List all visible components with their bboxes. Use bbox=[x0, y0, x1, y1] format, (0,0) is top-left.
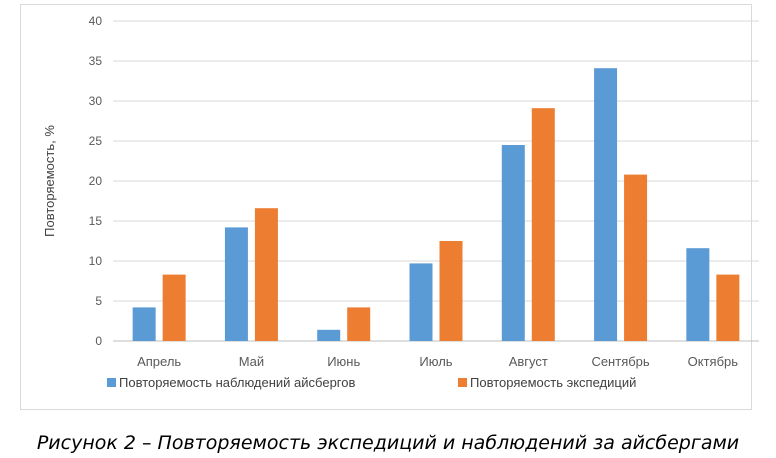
bar-expeditions bbox=[624, 174, 648, 341]
x-tick-label: Август bbox=[509, 354, 548, 369]
figure-caption: Рисунок 2 – Повторяемость экспедиций и н… bbox=[36, 432, 740, 454]
x-tick-label: Июнь bbox=[327, 354, 360, 369]
y-axis-label: Повторяемость, % bbox=[42, 125, 57, 237]
bar-icebergs bbox=[501, 145, 525, 341]
bar-icebergs bbox=[594, 68, 618, 341]
y-tick-label: 10 bbox=[89, 254, 103, 268]
y-tick-label: 40 bbox=[89, 14, 103, 28]
legend-swatch bbox=[107, 378, 116, 387]
bar-chart: 0 5 10 15 20 25 30 35 40 Повторяемость, % Апрель Ма… bbox=[42, 14, 759, 390]
y-tick-label: 25 bbox=[89, 134, 103, 148]
bar-icebergs bbox=[317, 329, 341, 341]
chart-frame bbox=[20, 4, 752, 410]
legend-swatch bbox=[458, 378, 467, 387]
y-tick-label: 35 bbox=[89, 54, 103, 68]
x-tick-label: Апрель bbox=[137, 354, 181, 369]
bar-icebergs bbox=[409, 263, 433, 341]
legend-label: Повторяемость экспедиций bbox=[470, 375, 636, 390]
x-tick-label: Май bbox=[239, 354, 264, 369]
bar-expeditions bbox=[439, 241, 463, 341]
y-tick-label: 15 bbox=[89, 214, 103, 228]
bar-icebergs bbox=[686, 248, 710, 341]
y-tick-label: 5 bbox=[95, 294, 102, 308]
bar-expeditions bbox=[531, 108, 555, 341]
bar-expeditions bbox=[716, 274, 740, 341]
y-tick-label: 0 bbox=[95, 334, 102, 348]
x-tick-label: Сентябрь bbox=[591, 354, 649, 369]
bar-expeditions bbox=[347, 307, 371, 341]
bar-expeditions bbox=[254, 208, 278, 341]
bar-expeditions bbox=[162, 274, 186, 341]
legend-label: Повторяемость наблюдений айсбергов bbox=[119, 375, 355, 390]
y-tick-label: 20 bbox=[89, 174, 103, 188]
bar-icebergs bbox=[132, 307, 156, 341]
x-tick-label: Июль bbox=[419, 354, 452, 369]
x-tick-label: Октябрь bbox=[688, 354, 739, 369]
y-tick-label: 30 bbox=[89, 94, 103, 108]
bar-icebergs bbox=[224, 227, 248, 341]
